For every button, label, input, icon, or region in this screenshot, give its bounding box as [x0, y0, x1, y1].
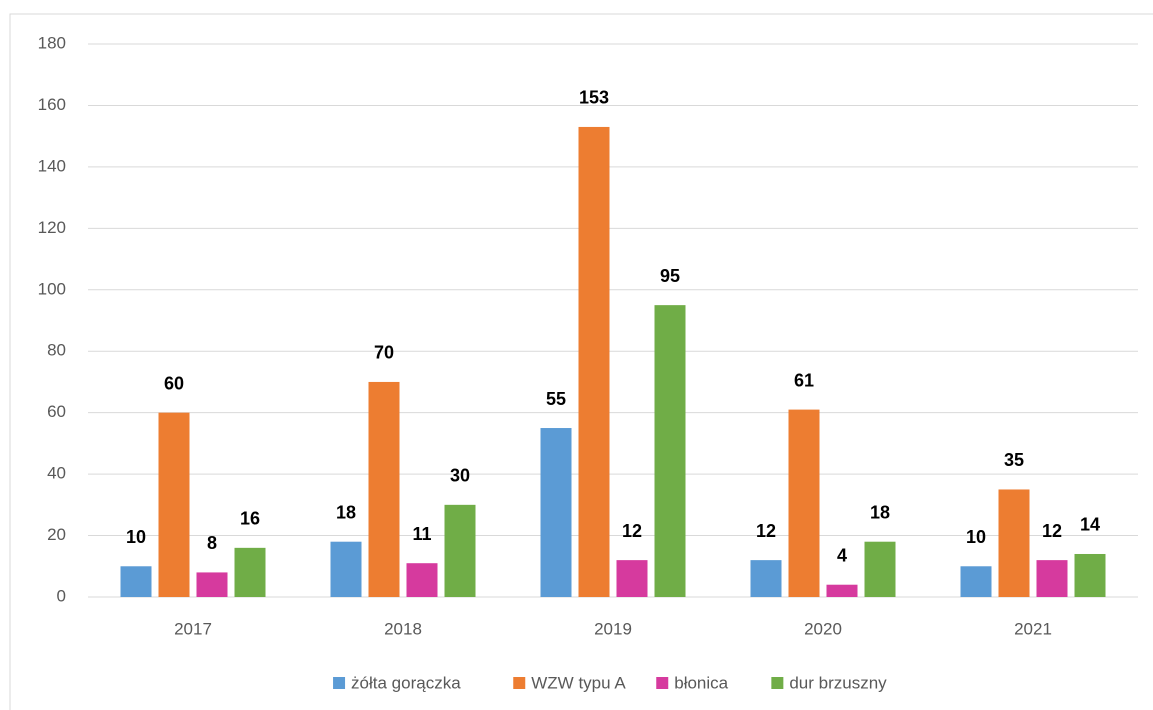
x-tick-label: 2020 — [804, 619, 842, 638]
value-label: 18 — [870, 502, 890, 522]
value-label: 12 — [622, 521, 642, 541]
y-tick-label: 160 — [38, 95, 66, 114]
legend-swatch — [656, 677, 669, 689]
value-label: 4 — [837, 545, 847, 565]
bar — [960, 566, 992, 597]
value-label: 8 — [207, 533, 217, 553]
value-label: 16 — [240, 509, 260, 529]
value-label: 61 — [794, 370, 814, 390]
y-tick-label: 140 — [38, 156, 66, 175]
value-label: 55 — [546, 389, 566, 409]
value-label: 30 — [450, 466, 470, 486]
legend-swatch — [513, 677, 526, 689]
bar — [788, 409, 820, 597]
x-tick-label: 2019 — [594, 619, 632, 638]
value-label: 35 — [1004, 450, 1024, 470]
bar — [1036, 560, 1068, 597]
y-tick-label: 100 — [38, 279, 66, 298]
value-label: 70 — [374, 343, 394, 363]
value-label: 153 — [579, 88, 609, 108]
bar — [578, 126, 610, 597]
y-tick-label: 80 — [47, 341, 66, 360]
value-label: 95 — [660, 266, 680, 286]
value-label: 14 — [1080, 515, 1100, 535]
legend-swatch — [333, 677, 346, 689]
x-tick-label: 2021 — [1014, 619, 1052, 638]
y-tick-label: 180 — [38, 33, 66, 52]
bar — [616, 560, 648, 597]
bar — [234, 547, 266, 597]
bar — [540, 428, 572, 597]
bar — [444, 504, 476, 597]
legend-label: WZW typu A — [531, 673, 626, 692]
bar — [998, 489, 1030, 597]
bar — [120, 566, 152, 597]
bar — [196, 572, 228, 597]
value-label: 18 — [336, 502, 356, 522]
legend-label: dur brzuszny — [789, 673, 887, 692]
value-label: 11 — [412, 524, 431, 544]
value-label: 10 — [966, 527, 986, 547]
value-label: 10 — [126, 527, 146, 547]
bar — [406, 563, 438, 597]
y-tick-label: 20 — [47, 525, 66, 544]
value-label: 12 — [756, 521, 776, 541]
x-tick-label: 2018 — [384, 619, 422, 638]
bar — [330, 541, 362, 597]
y-tick-label: 0 — [57, 586, 66, 605]
chart-frame — [9, 13, 1153, 710]
bar — [158, 412, 190, 597]
y-tick-label: 60 — [47, 402, 66, 421]
bar — [826, 584, 858, 597]
legend-label: żółta gorączka — [351, 673, 461, 692]
bar — [1074, 553, 1106, 597]
y-tick-label: 120 — [38, 218, 66, 237]
value-label: 12 — [1042, 521, 1062, 541]
value-label: 60 — [164, 373, 184, 393]
bar — [750, 560, 782, 597]
legend-label: błonica — [674, 673, 728, 692]
bar — [368, 381, 400, 597]
legend-swatch — [771, 677, 784, 689]
bar — [654, 305, 686, 597]
bar — [864, 541, 896, 597]
x-tick-label: 2017 — [174, 619, 212, 638]
y-tick-label: 40 — [47, 464, 66, 483]
